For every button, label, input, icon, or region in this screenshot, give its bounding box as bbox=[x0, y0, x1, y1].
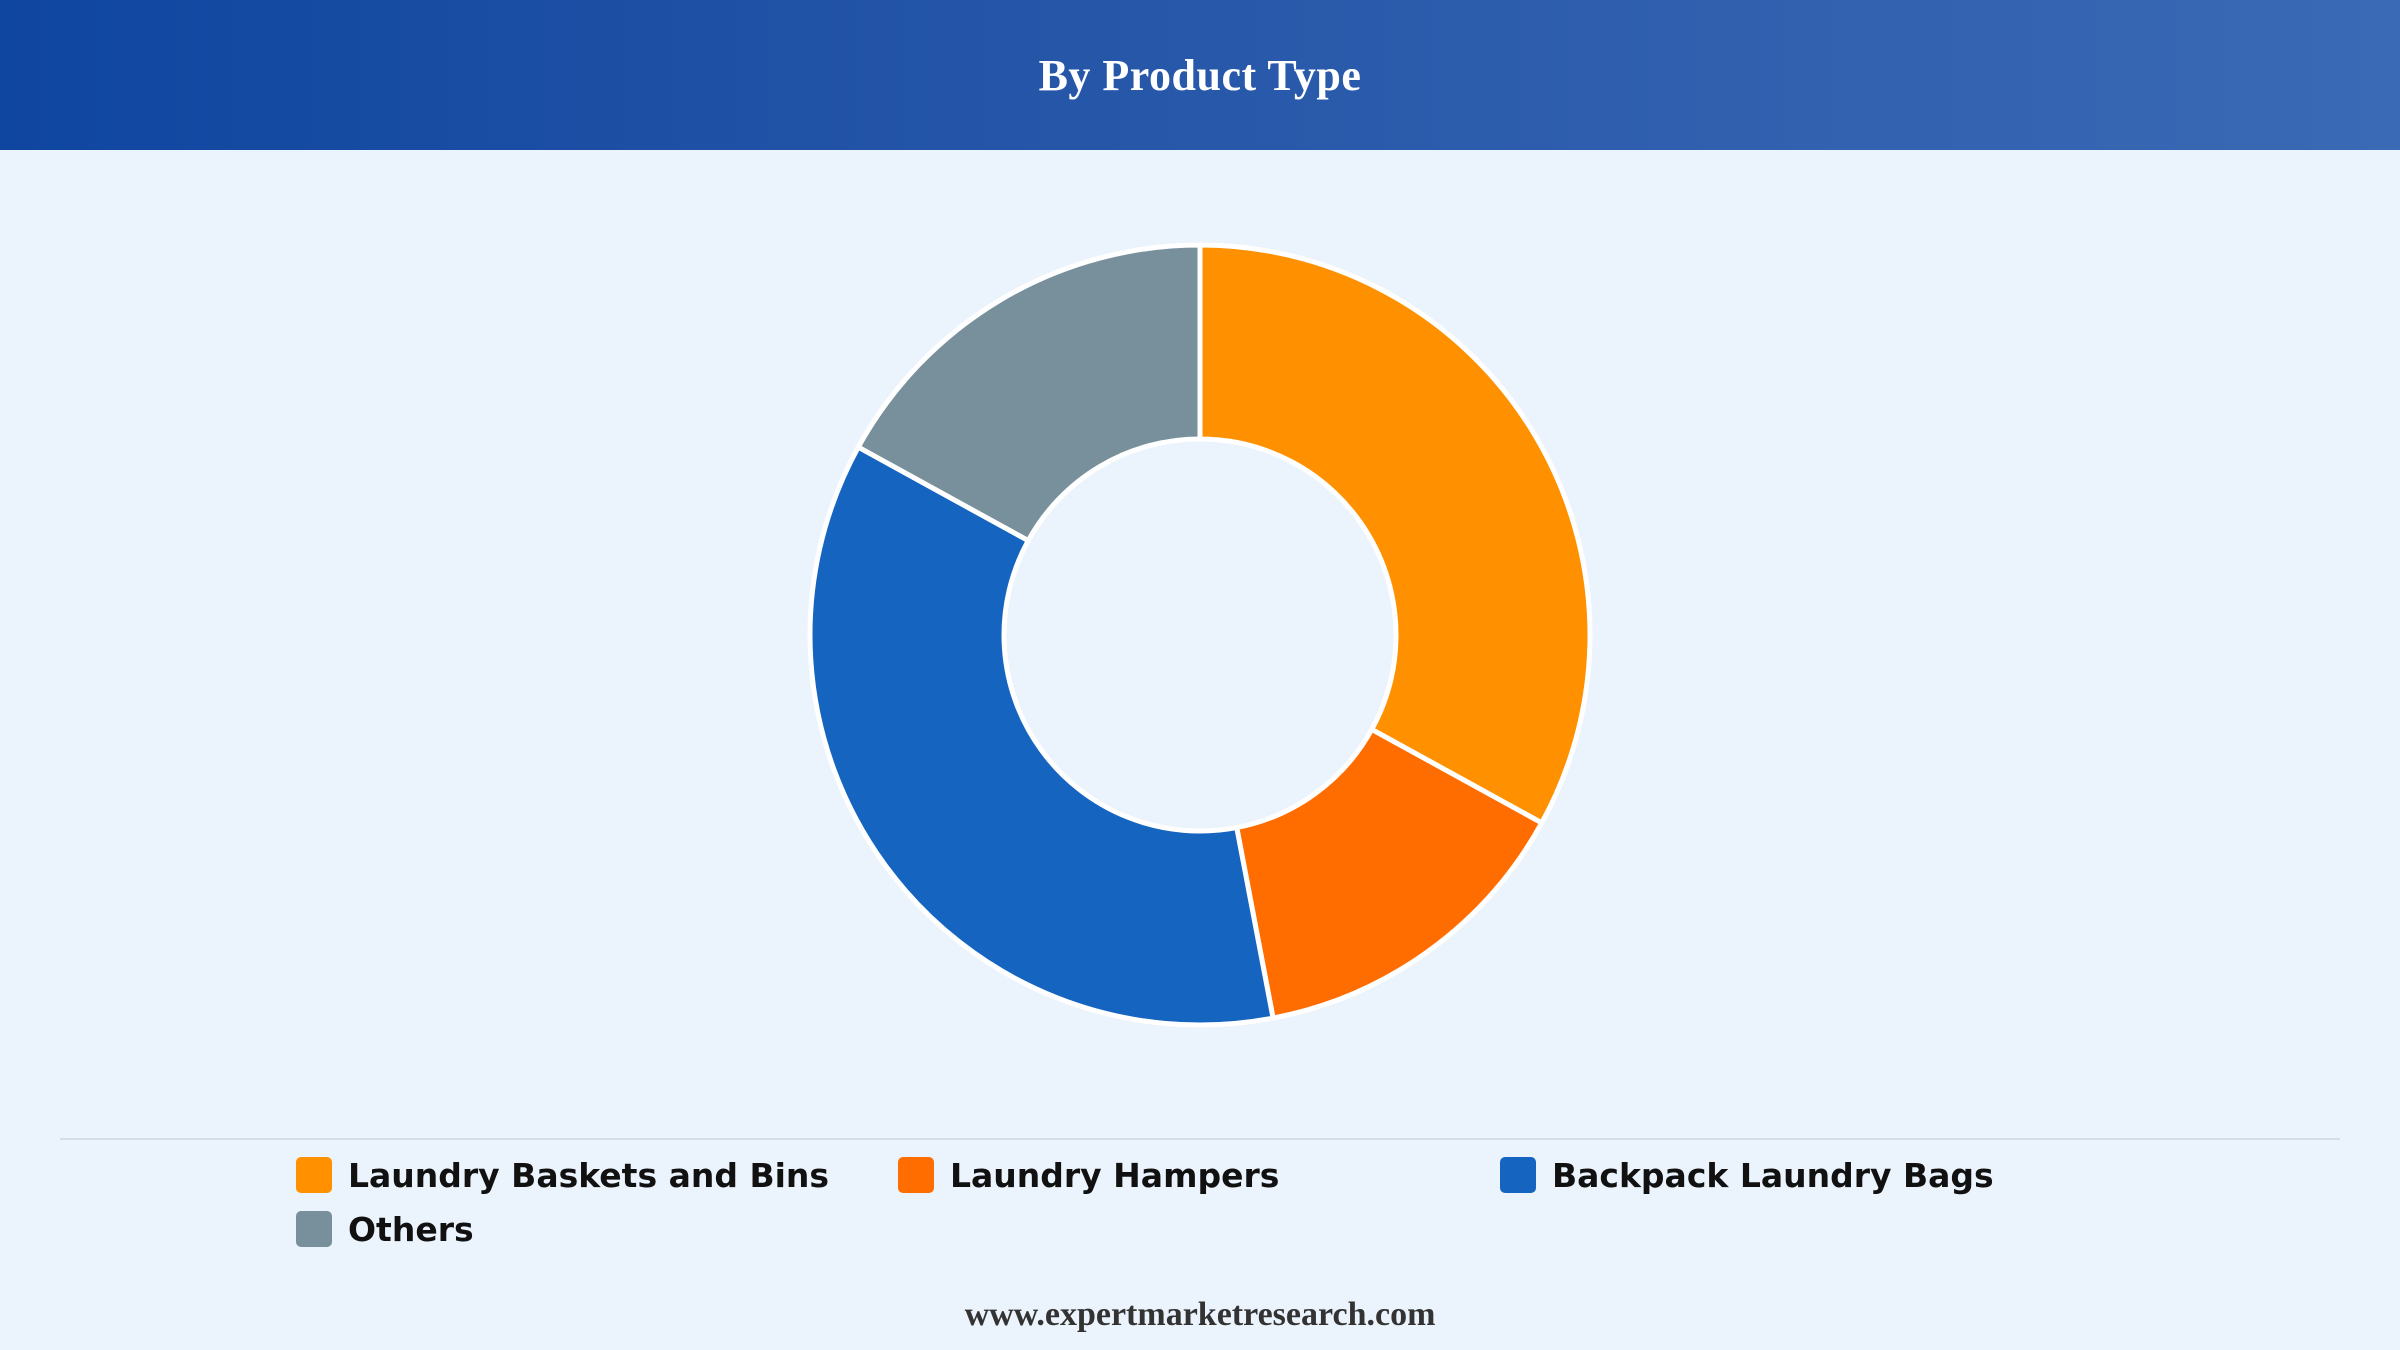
legend-swatch bbox=[296, 1157, 332, 1193]
legend-label: Laundry Hampers bbox=[950, 1155, 1280, 1195]
legend-swatch bbox=[898, 1157, 934, 1193]
chart-legend: Laundry Baskets and Bins Laundry Hampers B… bbox=[296, 1155, 2196, 1249]
donut-slice-laundry-baskets-and-bins bbox=[1197, 242, 1593, 826]
legend-label: Backpack Laundry Bags bbox=[1552, 1155, 1994, 1195]
chart-title: By Product Type bbox=[1038, 50, 1362, 100]
donut-slice-laundry-hampers bbox=[1234, 726, 1545, 1021]
legend-item: Others bbox=[296, 1209, 898, 1249]
legend-divider bbox=[60, 1138, 2340, 1140]
footer-url: www.expertmarketresearch.com bbox=[964, 1296, 1436, 1333]
donut-chart bbox=[807, 242, 1593, 1028]
legend-item: Backpack Laundry Bags bbox=[1500, 1155, 2102, 1195]
legend-label: Others bbox=[348, 1209, 474, 1249]
donut-slice-others bbox=[855, 242, 1203, 544]
legend-item: Laundry Baskets and Bins bbox=[296, 1155, 898, 1195]
legend-label: Laundry Baskets and Bins bbox=[348, 1155, 830, 1195]
header-banner: By Product Type bbox=[0, 0, 2400, 150]
legend-swatch bbox=[296, 1211, 332, 1247]
legend-swatch bbox=[1500, 1157, 1536, 1193]
legend-item: Laundry Hampers bbox=[898, 1155, 1500, 1195]
donut-slice-backpack-laundry-bags bbox=[807, 444, 1276, 1028]
